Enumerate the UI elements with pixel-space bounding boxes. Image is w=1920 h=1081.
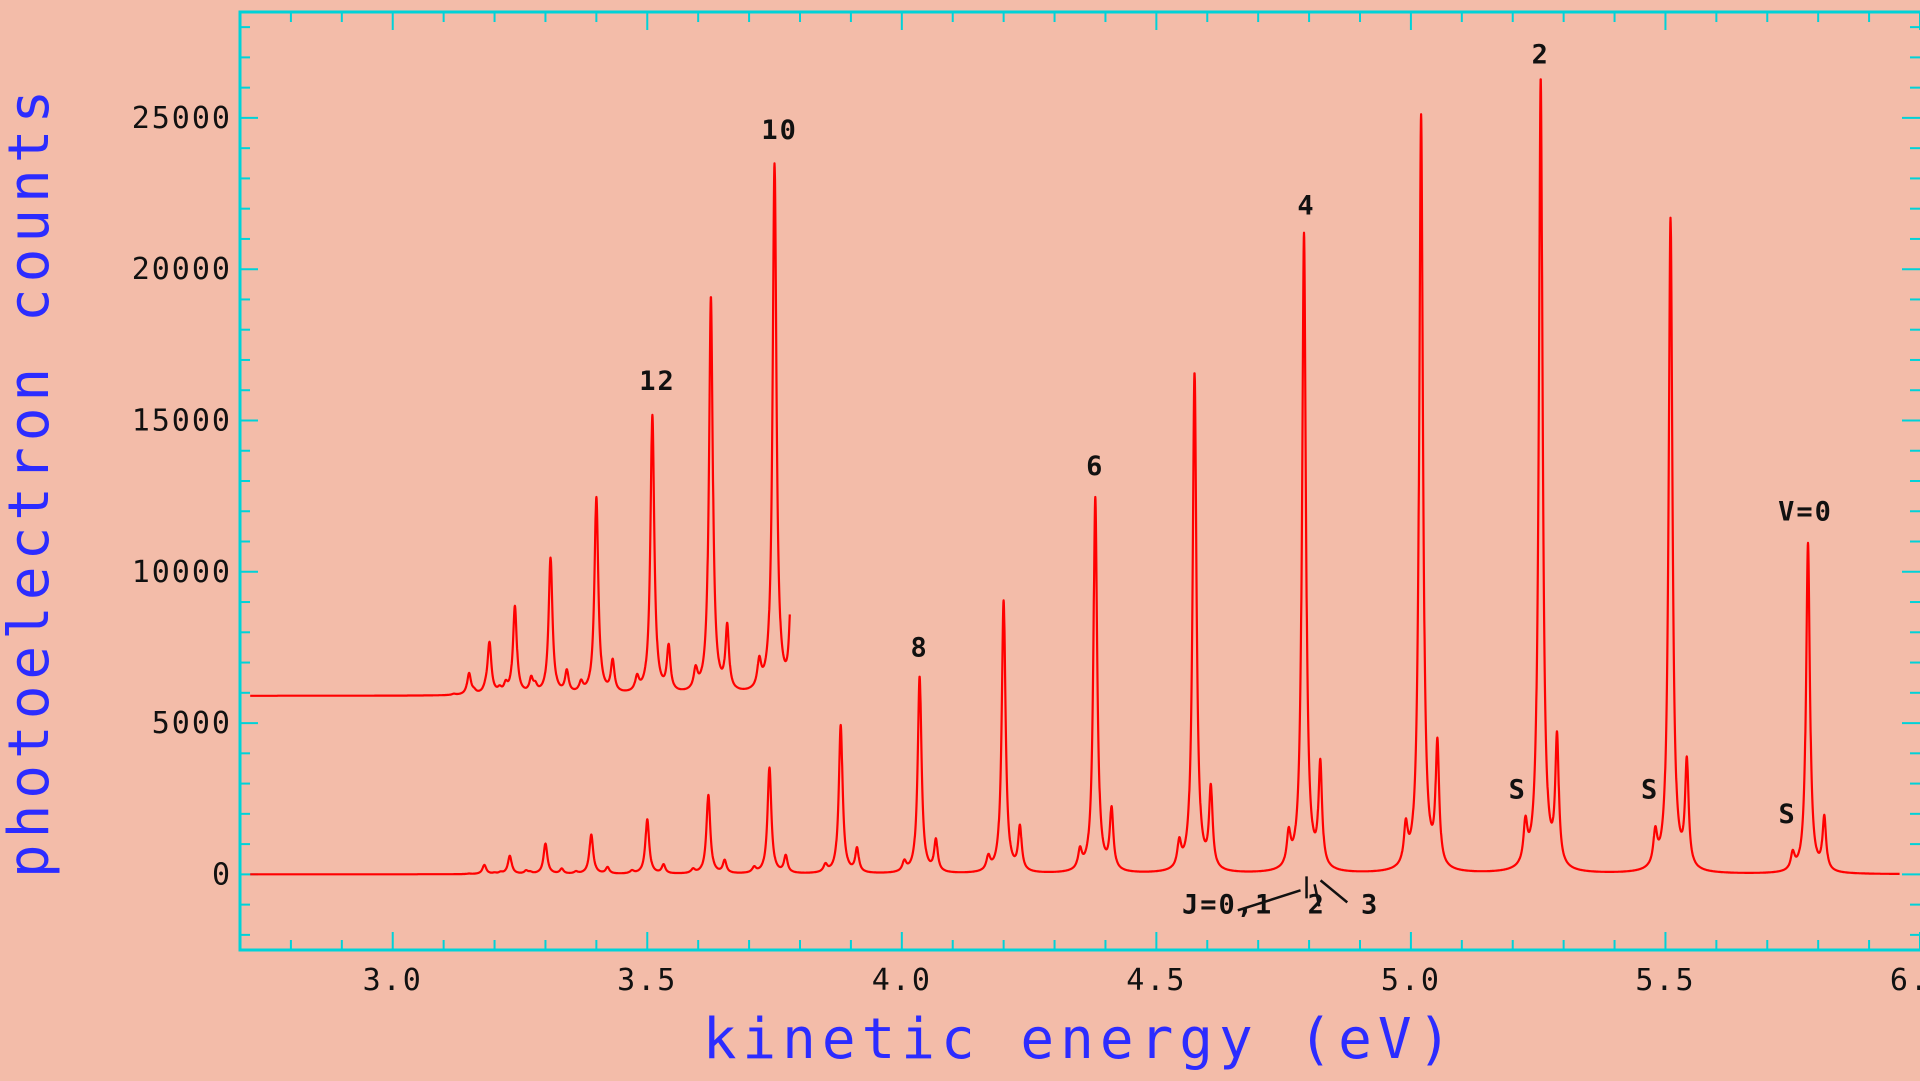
y-tick-label: 0 [212,857,232,892]
peak-annotation: 12 [639,366,676,397]
x-axis-title: kinetic energy (eV) [703,1007,1458,1072]
y-tick-labels: 0 5000 10000 15000 20000 25000 [132,101,232,892]
y-tick-label: 25000 [132,101,232,136]
peak-annotation: S [1641,775,1659,806]
spectrum-trace-1 [249,162,791,697]
spectrum-trace-0 [249,78,1901,876]
j-line [1237,889,1301,912]
peak-annotation: 2 [1308,890,1326,921]
y-tick-label: 20000 [132,252,232,287]
x-tick-label: 5.0 [1381,963,1441,998]
peak-annotation: 3 [1361,890,1379,921]
x-tick-label: 4.5 [1126,963,1186,998]
rotational-indicator [1237,876,1349,912]
x-tick-label: 3.5 [617,963,677,998]
peak-annotation: S [1779,799,1797,830]
peak-annotations: 12 10 8 6 4 2 V=0 S S S J=0,1 2 3 [639,39,1833,921]
x-tick-label: 3.0 [363,963,423,998]
y-tick-label: 15000 [132,403,232,438]
peak-annotation: 2 [1532,39,1550,70]
x-tick-labels: 3.0 3.5 4.0 4.5 5.0 5.5 6.0 [363,963,1920,998]
peak-annotation: 8 [911,632,929,663]
j-line [1319,879,1349,904]
peak-annotation: 4 [1297,191,1315,222]
y-axis-title: photoelectron counts [0,84,62,878]
x-tick-label: 6.0 [1890,963,1920,998]
j-line [1313,884,1321,907]
peak-annotation: J=0,1 [1182,890,1273,921]
frame-ticks [239,12,1920,950]
peak-annotation: S [1509,775,1527,806]
y-tick-label: 10000 [132,555,232,590]
y-tick-label: 5000 [152,706,232,741]
peak-annotation: V=0 [1778,496,1833,527]
peak-annotation: 10 [761,115,798,146]
spectrum-traces [249,78,1901,876]
peak-annotation: 6 [1086,451,1104,482]
x-tick-label: 4.0 [872,963,932,998]
x-tick-label: 5.5 [1635,963,1695,998]
